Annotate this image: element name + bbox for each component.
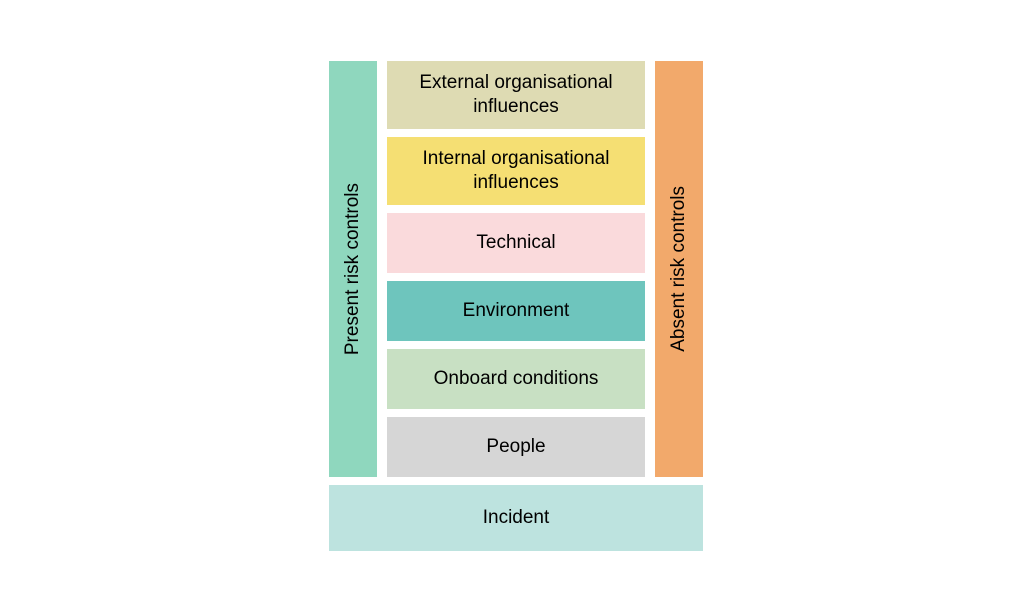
factor-label: People <box>486 435 545 459</box>
factor-box: Technical <box>387 213 645 273</box>
incident-bottom-bar: Incident <box>329 485 703 551</box>
present-risk-controls-label: Present risk controls <box>342 183 364 355</box>
absent-risk-controls-column: Absent risk controls <box>655 61 703 477</box>
factor-box: Environment <box>387 281 645 341</box>
factor-label: Environment <box>463 299 570 323</box>
factor-label: Onboard conditions <box>434 367 599 391</box>
absent-risk-controls-label: Absent risk controls <box>668 186 690 352</box>
risk-factors-diagram: Present risk controls External organisat… <box>329 61 703 551</box>
factor-label: Technical <box>476 231 555 255</box>
factors-column: External organisational influences Intern… <box>387 61 645 477</box>
factor-box: Internal organisational influences <box>387 137 645 205</box>
factor-label: External organisational influences <box>419 71 612 119</box>
factor-box: External organisational influences <box>387 61 645 129</box>
upper-section: Present risk controls External organisat… <box>329 61 703 477</box>
incident-label: Incident <box>483 507 550 529</box>
factor-box: People <box>387 417 645 477</box>
factor-box: Onboard conditions <box>387 349 645 409</box>
factor-label: Internal organisational influences <box>423 147 610 195</box>
present-risk-controls-column: Present risk controls <box>329 61 377 477</box>
